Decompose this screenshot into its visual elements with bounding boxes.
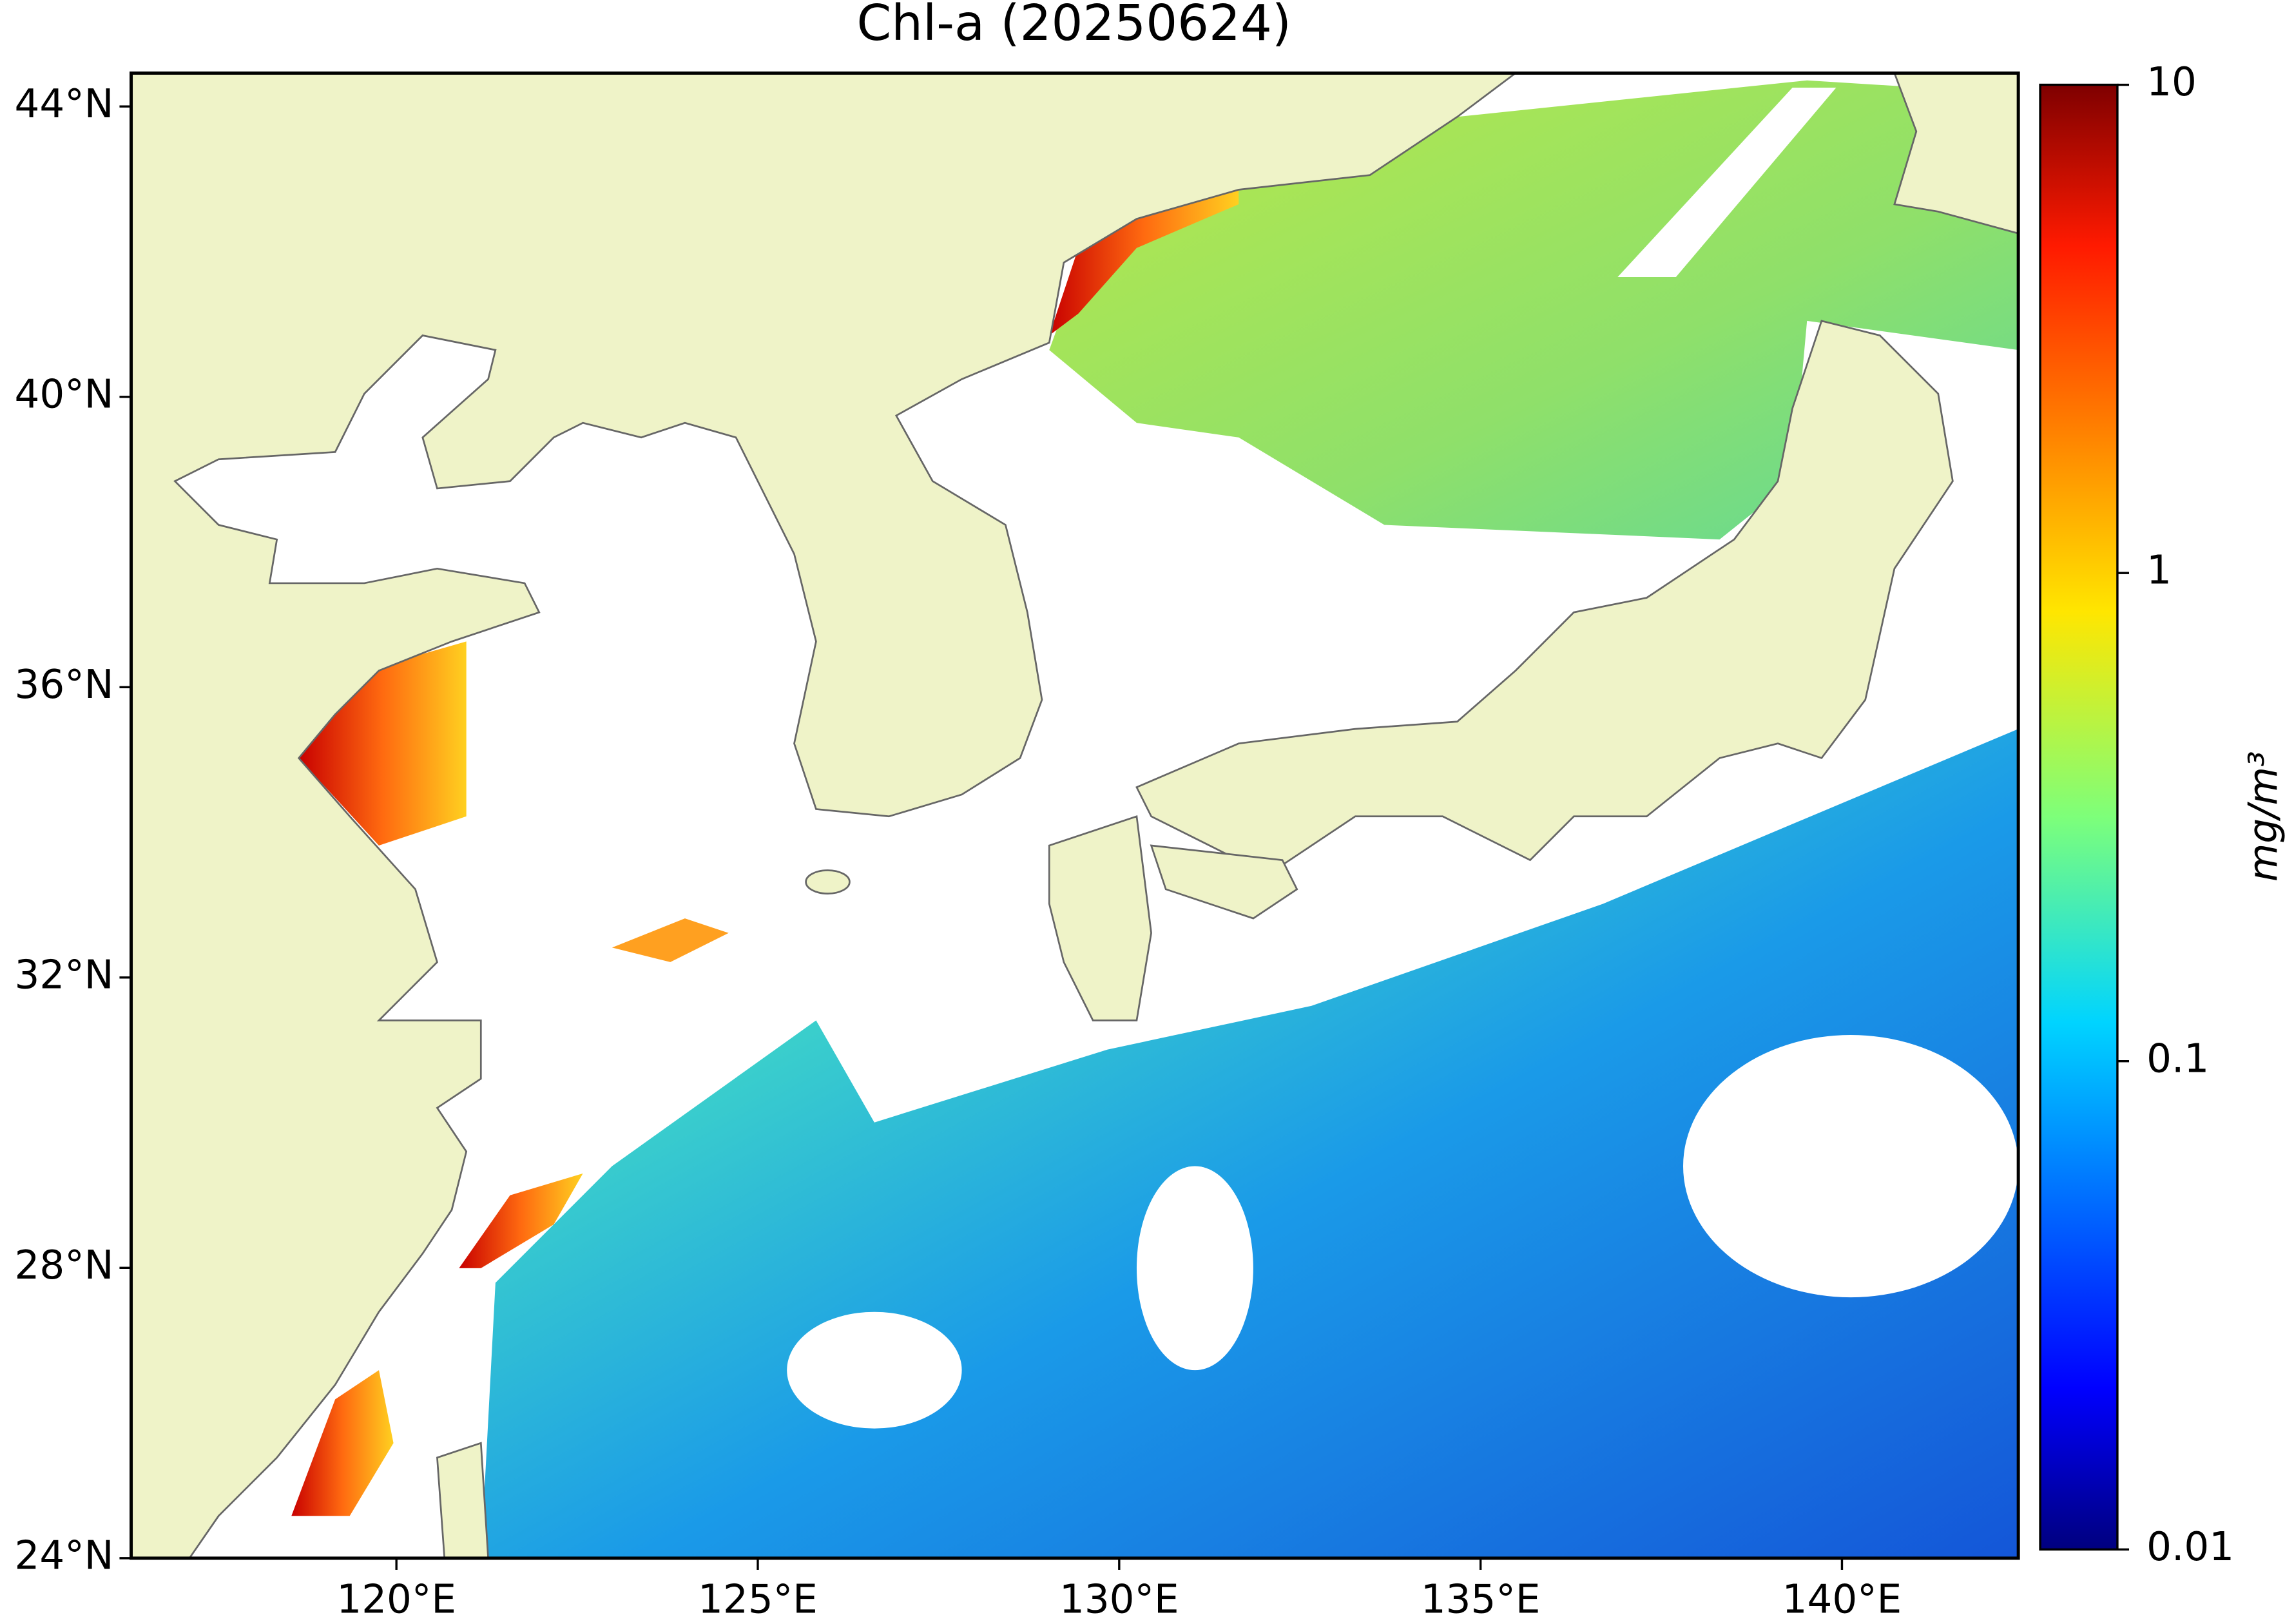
map-layers [131,73,2019,1558]
colorbar-label: mg/m³ [2241,751,2285,882]
land-kyushu [1048,815,1152,1021]
x-tick-label: 125°E [698,1576,818,1622]
x-tick-label: 135°E [1421,1576,1541,1622]
cloud [1617,88,1837,278]
land-taiwan [436,1442,489,1558]
map-frame [130,71,2020,1560]
colorbar-tick-label: 0.01 [2146,1524,2234,1570]
colorbar [2039,83,2119,1551]
land-honshu [1135,320,1954,876]
x-tick-label: 140°E [1782,1576,1902,1622]
chl-coast [1049,175,1239,336]
y-tick-label: 28°N [15,1242,114,1288]
chl-coast [459,1173,583,1268]
land-shikoku [1150,844,1298,920]
title: Chl-a (20250624) [857,0,1291,52]
y-tick-label: 40°N [15,371,114,417]
y-tick-label: 36°N [15,662,114,708]
colorbar-tick-label: 10 [2146,59,2197,105]
cloud [787,1311,962,1429]
chl-coast [298,641,467,846]
colorbar-tick-label: 0.1 [2146,1036,2209,1081]
land-hokkaido [1893,73,2019,235]
chl-coast [612,918,729,962]
land-asia [131,73,1518,1558]
x-tick-label: 120°E [336,1576,456,1622]
y-tick-label: 32°N [15,952,114,998]
chl-coast [291,1370,394,1516]
land-jeju [805,869,851,894]
x-tick-label: 130°E [1059,1576,1179,1622]
y-tick-label: 24°N [15,1532,114,1578]
colorbar-tick-label: 1 [2146,548,2172,594]
cloud [1136,1166,1253,1371]
chl-north [1049,80,2019,540]
y-tick-label: 44°N [15,81,114,127]
cloud [1683,1035,2019,1298]
